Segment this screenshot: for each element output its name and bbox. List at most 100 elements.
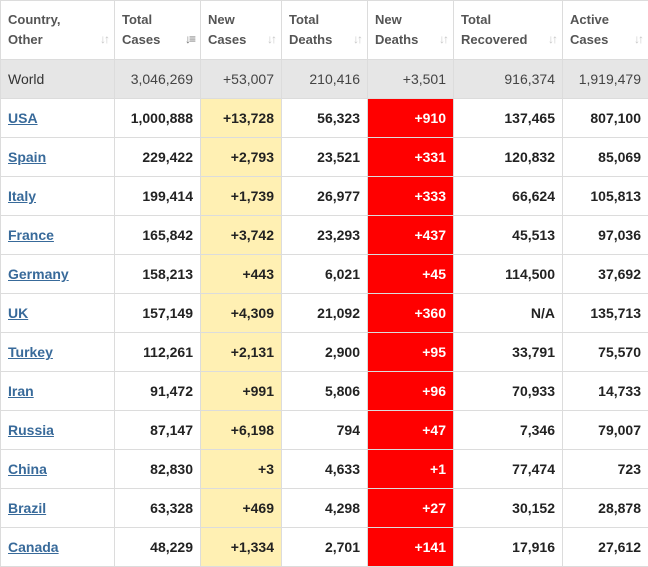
new-cases-cell: +991	[201, 372, 282, 411]
active-cases-cell: 14,733	[563, 372, 648, 411]
country-link[interactable]: Spain	[8, 149, 46, 165]
sort-arrows-icon[interactable]: ↓↑	[634, 29, 642, 49]
sort-arrows-icon[interactable]: ↓↑	[548, 29, 556, 49]
total-recovered-cell: 7,346	[454, 411, 563, 450]
total-cases-cell: 63,328	[115, 489, 201, 528]
new-deaths-cell: +910	[368, 99, 454, 138]
new-deaths-cell: +333	[368, 177, 454, 216]
world-total-row: World 3,046,269 +53,007 210,416 +3,501 9…	[1, 60, 648, 99]
country-link[interactable]: China	[8, 461, 47, 477]
total-cases-cell: 199,414	[115, 177, 201, 216]
country-cell: Iran	[1, 372, 115, 411]
sort-arrows-icon[interactable]: ↓↑	[353, 29, 361, 49]
country-link[interactable]: Brazil	[8, 500, 46, 516]
country-link[interactable]: Canada	[8, 539, 59, 555]
total-deaths-cell: 4,633	[282, 450, 368, 489]
column-header-country[interactable]: Country,Other ↓↑	[1, 1, 115, 60]
header-line2: Cases	[570, 32, 608, 47]
total-recovered-cell: 120,832	[454, 138, 563, 177]
total-cases-cell: 91,472	[115, 372, 201, 411]
sort-arrows-icon[interactable]: ↓↑	[100, 29, 108, 49]
header-line1: New	[375, 12, 402, 27]
country-link[interactable]: Turkey	[8, 344, 53, 360]
total-recovered-cell: 33,791	[454, 333, 563, 372]
total-deaths-cell: 26,977	[282, 177, 368, 216]
new-deaths-cell: +47	[368, 411, 454, 450]
header-line1: Active	[570, 12, 609, 27]
country-link[interactable]: France	[8, 227, 54, 243]
total-cases-cell: 82,830	[115, 450, 201, 489]
total-recovered-cell: 77,474	[454, 450, 563, 489]
country-link[interactable]: Italy	[8, 188, 36, 204]
active-cases-cell: 37,692	[563, 255, 648, 294]
total-cases-cell: 229,422	[115, 138, 201, 177]
sort-arrows-icon[interactable]: ↓↑	[267, 29, 275, 49]
active-cases-cell: 1,919,479	[563, 60, 648, 99]
new-deaths-cell: +437	[368, 216, 454, 255]
new-deaths-cell: +360	[368, 294, 454, 333]
new-deaths-cell: +95	[368, 333, 454, 372]
total-deaths-cell: 4,298	[282, 489, 368, 528]
country-cell: China	[1, 450, 115, 489]
active-cases-cell: 135,713	[563, 294, 648, 333]
total-recovered-cell: 45,513	[454, 216, 563, 255]
sort-descending-icon[interactable]: ↓≡	[185, 29, 194, 49]
total-recovered-cell: 66,624	[454, 177, 563, 216]
new-deaths-cell: +3,501	[368, 60, 454, 99]
total-recovered-cell: 70,933	[454, 372, 563, 411]
active-cases-cell: 85,069	[563, 138, 648, 177]
total-cases-cell: 112,261	[115, 333, 201, 372]
active-cases-cell: 28,878	[563, 489, 648, 528]
total-cases-cell: 1,000,888	[115, 99, 201, 138]
total-cases-cell: 157,149	[115, 294, 201, 333]
country-link[interactable]: Iran	[8, 383, 34, 399]
header-line2: Cases	[208, 32, 246, 47]
country-cell: Spain	[1, 138, 115, 177]
total-deaths-cell: 23,521	[282, 138, 368, 177]
header-line1: New	[208, 12, 235, 27]
new-cases-cell: +1,739	[201, 177, 282, 216]
country-link[interactable]: Germany	[8, 266, 69, 282]
new-cases-cell: +2,793	[201, 138, 282, 177]
world-label: World	[1, 60, 115, 99]
new-cases-cell: +2,131	[201, 333, 282, 372]
country-link[interactable]: USA	[8, 110, 38, 126]
new-cases-cell: +443	[201, 255, 282, 294]
header-line1: Total	[289, 12, 319, 27]
country-cell: Russia	[1, 411, 115, 450]
new-deaths-cell: +27	[368, 489, 454, 528]
total-recovered-cell: 114,500	[454, 255, 563, 294]
total-deaths-cell: 23,293	[282, 216, 368, 255]
country-cell: USA	[1, 99, 115, 138]
total-cases-cell: 165,842	[115, 216, 201, 255]
country-cell: Italy	[1, 177, 115, 216]
new-deaths-cell: +45	[368, 255, 454, 294]
column-header-active-cases[interactable]: Active Cases ↓↑	[563, 1, 648, 60]
total-deaths-cell: 794	[282, 411, 368, 450]
header-line1: Country,	[8, 12, 60, 27]
column-header-new-cases[interactable]: New Cases ↓↑	[201, 1, 282, 60]
new-cases-cell: +3,742	[201, 216, 282, 255]
sort-arrows-icon[interactable]: ↓↑	[439, 29, 447, 49]
active-cases-cell: 79,007	[563, 411, 648, 450]
new-cases-cell: +6,198	[201, 411, 282, 450]
active-cases-cell: 97,036	[563, 216, 648, 255]
total-cases-cell: 87,147	[115, 411, 201, 450]
country-link[interactable]: Russia	[8, 422, 54, 438]
total-recovered-cell: 916,374	[454, 60, 563, 99]
total-deaths-cell: 210,416	[282, 60, 368, 99]
country-link[interactable]: UK	[8, 305, 28, 321]
